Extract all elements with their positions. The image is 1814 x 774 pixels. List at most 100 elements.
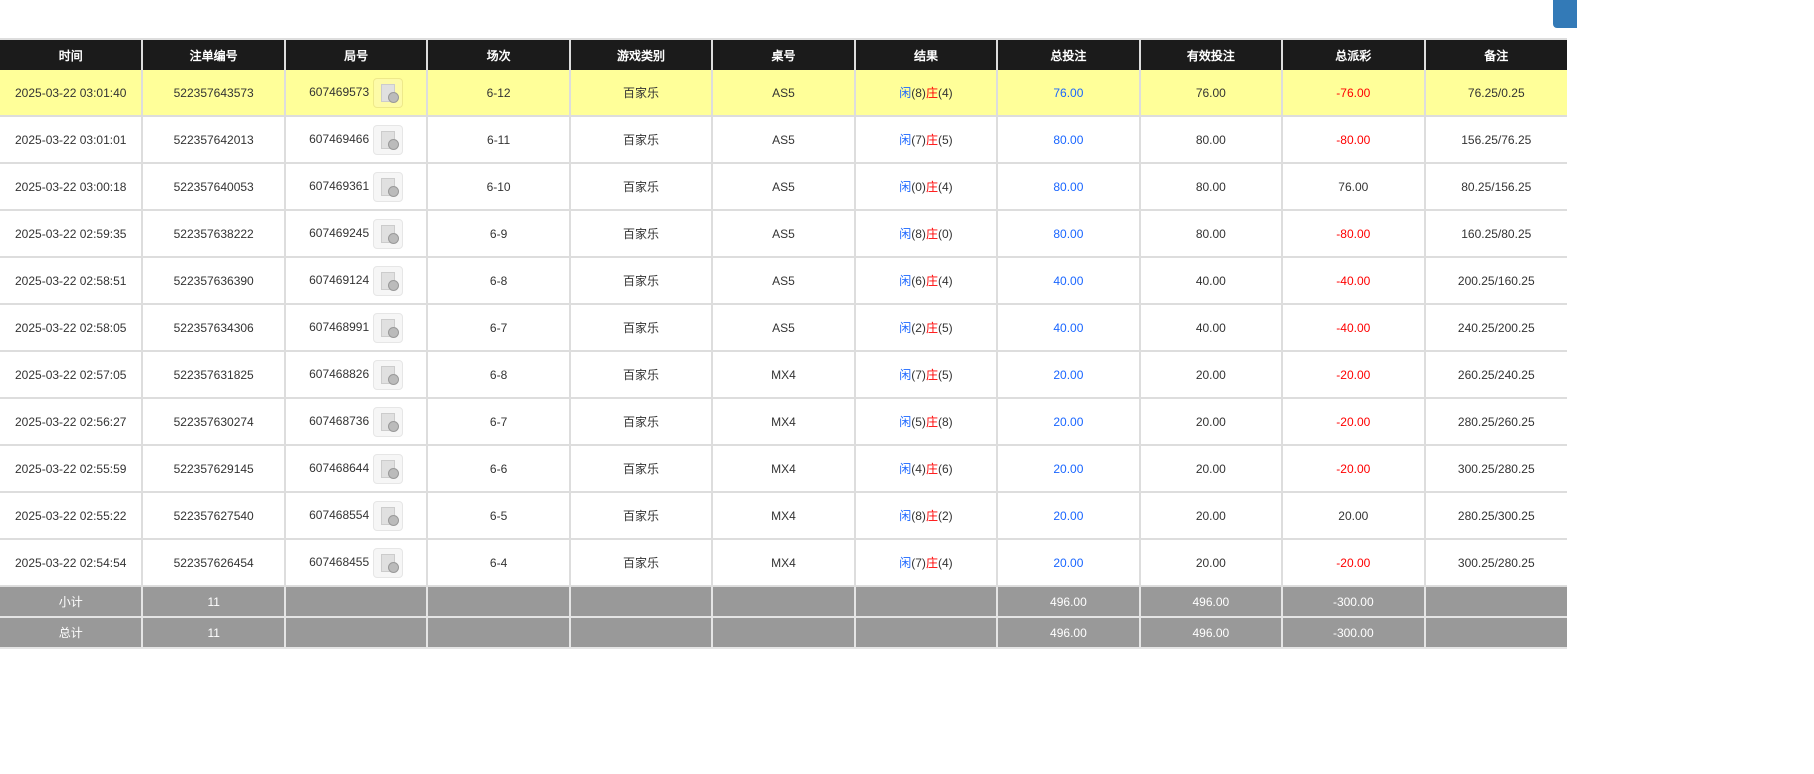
valid-bet-cell: 20.00 (1138, 492, 1283, 540)
shoe-cell: 6-6 (426, 445, 570, 493)
payout-cell: -20.00 (1281, 351, 1425, 399)
result-cell: 闲(7)庄(5) (853, 116, 998, 164)
round-number: 607468554 (309, 507, 370, 522)
table-row: 2025-03-22 02:57:05 522357631825 607468826… (0, 351, 1567, 399)
round-number: 607469245 (309, 225, 370, 240)
payout-cell: -40.00 (1281, 304, 1425, 352)
round-number: 607469124 (309, 272, 370, 287)
payout-cell: -40.00 (1281, 257, 1425, 305)
video-replay-icon[interactable] (373, 171, 404, 202)
shoe-cell: 6-7 (426, 398, 570, 446)
payout-cell: 20.00 (1281, 492, 1425, 540)
video-replay-icon[interactable] (373, 124, 404, 155)
result-cell: 闲(7)庄(4) (853, 539, 998, 587)
shoe-cell: 6-9 (426, 210, 570, 258)
header-shoe: 场次 (426, 39, 570, 70)
shoe-cell: 6-12 (426, 70, 570, 117)
time-cell: 2025-03-22 03:00:18 (0, 163, 143, 211)
total-bet-cell: 80.00 (996, 210, 1140, 258)
round-number: 607469466 (309, 131, 370, 146)
table-row: 2025-03-22 02:54:54 522357626454 607468455… (0, 539, 1567, 587)
video-replay-icon[interactable] (373, 359, 404, 390)
player-label: 闲 (899, 321, 912, 335)
payout-cell: -20.00 (1281, 398, 1425, 446)
player-score: (0) (911, 180, 926, 194)
total-row: 总计 11 496.00 496.00 -300.00 (0, 617, 1567, 649)
note-cell: 156.25/76.25 (1423, 116, 1567, 164)
valid-bet-cell: 20.00 (1138, 539, 1283, 587)
video-replay-icon[interactable] (373, 77, 404, 108)
video-replay-icon[interactable] (373, 453, 404, 484)
banker-score: (5) (937, 133, 953, 147)
bet-id-cell: 522357634306 (141, 304, 285, 352)
shoe-cell: 6-4 (426, 539, 570, 587)
player-label: 闲 (899, 462, 912, 476)
player-label: 闲 (899, 180, 912, 194)
table-row: 2025-03-22 02:58:05 522357634306 607468991… (0, 304, 1567, 352)
table-row: 2025-03-22 03:01:40 522357643573 607469573… (0, 70, 1567, 117)
result-cell: 闲(8)庄(2) (853, 492, 998, 540)
empty-cell (283, 586, 428, 618)
table-no-cell: AS5 (711, 70, 855, 117)
note-cell: 300.25/280.25 (1423, 539, 1567, 587)
bet-records-table: 时间 注单编号 局号 场次 游戏类别 桌号 结果 总投注 有效投注 总派彩 备注 2025-03-2… (0, 38, 1567, 649)
player-label: 闲 (899, 415, 912, 429)
round-cell: 607469124 (283, 257, 428, 305)
result-cell: 闲(8)庄(0) (853, 210, 998, 258)
empty-cell (711, 586, 855, 618)
time-cell: 2025-03-22 02:57:05 (0, 351, 143, 399)
result-cell: 闲(8)庄(4) (853, 70, 998, 117)
empty-cell (426, 617, 570, 649)
game-type-cell: 百家乐 (568, 304, 713, 352)
total-bet-cell: 40.00 (996, 257, 1140, 305)
time-cell: 2025-03-22 02:58:05 (0, 304, 143, 352)
round-number: 607468991 (309, 319, 370, 334)
summary-count: 11 (141, 586, 285, 618)
video-replay-icon[interactable] (373, 218, 404, 249)
bet-id-cell: 522357627540 (141, 492, 285, 540)
total-bet-cell: 40.00 (996, 304, 1140, 352)
result-cell: 闲(7)庄(5) (853, 351, 998, 399)
summary-label: 小计 (0, 586, 143, 618)
banker-score: (4) (937, 274, 953, 288)
player-label: 闲 (899, 227, 912, 241)
banker-label: 庄 (925, 321, 938, 335)
table-row: 2025-03-22 03:00:18 522357640053 607469361… (0, 163, 1567, 211)
summary-payout: -300.00 (1281, 586, 1425, 618)
note-cell: 260.25/240.25 (1423, 351, 1567, 399)
video-replay-icon[interactable] (373, 500, 404, 531)
video-replay-icon[interactable] (373, 547, 404, 578)
bet-id-cell: 522357629145 (141, 445, 285, 493)
header-bet-id: 注单编号 (141, 39, 285, 70)
shoe-cell: 6-8 (426, 351, 570, 399)
total-bet-cell: 80.00 (996, 116, 1140, 164)
bet-id-cell: 522357626454 (141, 539, 285, 587)
player-score: (7) (911, 133, 926, 147)
empty-cell (853, 617, 998, 649)
valid-bet-cell: 80.00 (1138, 163, 1283, 211)
empty-cell (1423, 617, 1567, 649)
payout-cell: -20.00 (1281, 539, 1425, 587)
header-note: 备注 (1423, 39, 1567, 70)
summary-valid-bet: 496.00 (1138, 617, 1283, 649)
valid-bet-cell: 80.00 (1138, 210, 1283, 258)
video-replay-icon[interactable] (373, 406, 404, 437)
round-cell: 607468991 (283, 304, 428, 352)
summary-count: 11 (141, 617, 285, 649)
round-number: 607468455 (309, 554, 370, 569)
empty-cell (568, 617, 713, 649)
player-score: (7) (911, 556, 926, 570)
note-cell: 280.25/300.25 (1423, 492, 1567, 540)
banker-score: (8) (937, 415, 953, 429)
valid-bet-cell: 80.00 (1138, 116, 1283, 164)
bet-id-cell: 522357643573 (141, 70, 285, 117)
subtotal-row: 小计 11 496.00 496.00 -300.00 (0, 586, 1567, 618)
video-replay-icon[interactable] (373, 312, 404, 343)
table-row: 2025-03-22 02:55:22 522357627540 607468554… (0, 492, 1567, 540)
player-label: 闲 (899, 509, 912, 523)
video-replay-icon[interactable] (373, 265, 404, 296)
banker-score: (0) (937, 227, 953, 241)
total-bet-cell: 20.00 (996, 398, 1140, 446)
top-right-button[interactable] (1553, 0, 1577, 28)
game-type-cell: 百家乐 (568, 70, 713, 117)
